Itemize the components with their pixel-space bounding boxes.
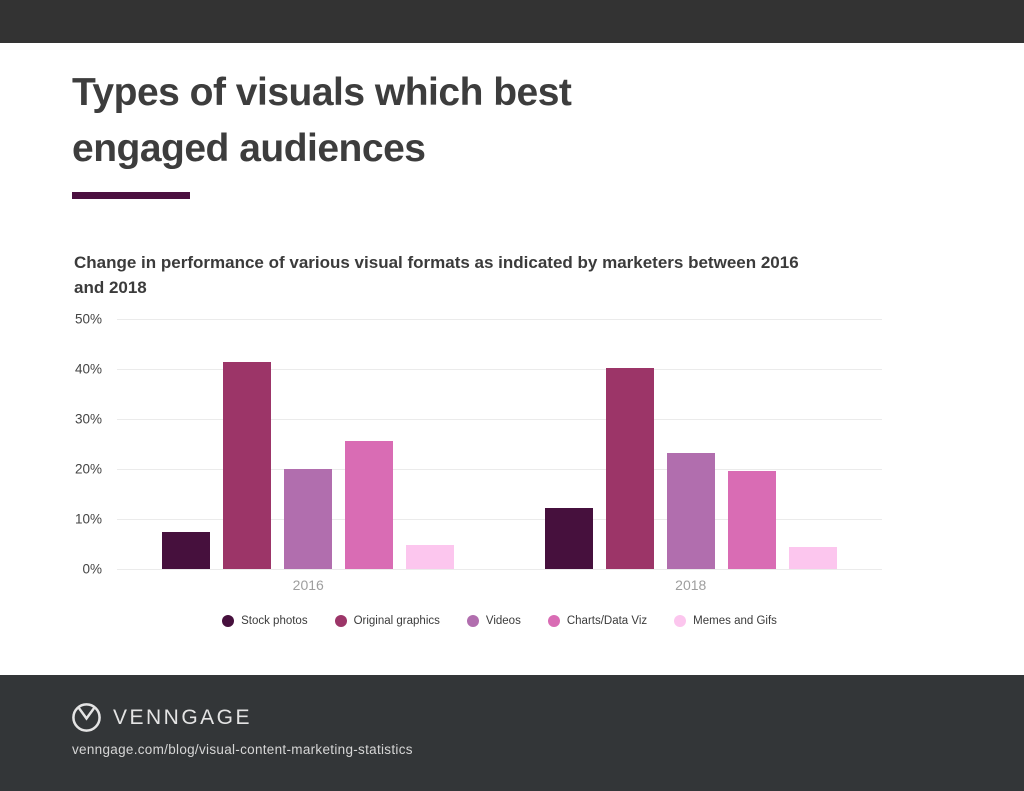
- legend-label: Original graphics: [353, 615, 440, 627]
- page-title-line2: engaged audiences: [72, 127, 426, 170]
- y-tick-label-10: 10%: [74, 511, 102, 527]
- bar-group-2018: [500, 319, 883, 569]
- legend-item-memes-and-gifs: Memes and Gifs: [674, 615, 777, 627]
- bar-memes-and-gifs-2016: [406, 544, 455, 569]
- legend-label: Videos: [485, 615, 521, 627]
- legend-label: Memes and Gifs: [693, 615, 777, 627]
- gridline-40: [117, 369, 882, 370]
- legend-item-videos: Videos: [466, 615, 521, 627]
- legend-label: Stock photos: [241, 615, 308, 627]
- bar-group-2016: [117, 319, 500, 569]
- top-bar: [0, 0, 1024, 43]
- gridline-10: [117, 519, 882, 520]
- bar-stock-photos-2018: [544, 507, 593, 569]
- gridline-50: [117, 319, 882, 320]
- legend-dot-icon: [674, 615, 687, 627]
- gridline-30: [117, 419, 882, 420]
- legend-dot-icon: [466, 615, 479, 627]
- legend-item-stock-photos: Stock photos: [222, 615, 308, 627]
- page-title: Types of visuals which best engaged audie…: [72, 65, 712, 177]
- footer-url: venngage.com/blog/visual-content-marketi…: [72, 742, 413, 757]
- bar-videos-2016: [284, 468, 333, 569]
- legend-label: Charts/Data Viz: [566, 615, 648, 627]
- y-tick-label-20: 20%: [74, 461, 102, 477]
- gridline-20: [117, 469, 882, 470]
- x-axis-labels: 2016 2018: [117, 577, 882, 593]
- y-axis: 0% 10% 20% 30% 40% 50%: [74, 312, 117, 577]
- plot-area: [117, 319, 882, 570]
- brand-row: VENNGAGE: [71, 702, 252, 733]
- chart-subtitle-line2: and 2018: [74, 278, 147, 297]
- title-underline: [72, 192, 190, 199]
- bar-charts-data-viz-2018: [727, 471, 776, 569]
- bar-groups: [117, 319, 882, 569]
- legend-dot-icon: [547, 615, 560, 627]
- bar-chart: 0% 10% 20% 30% 40% 50% 2016 2018 Stock photos O…: [74, 312, 882, 627]
- bar-videos-2018: [666, 453, 715, 569]
- footer: VENNGAGE venngage.com/blog/visual-conten…: [0, 675, 1024, 791]
- legend-dot-icon: [334, 615, 347, 627]
- y-tick-label-0: 0%: [82, 561, 102, 577]
- venngage-circle-v-icon: [71, 702, 102, 733]
- chart-subtitle: Change in performance of various visual …: [74, 250, 894, 300]
- gridline-0: [117, 569, 882, 570]
- page-title-line1: Types of visuals which best: [72, 71, 572, 114]
- bar-original-graphics-2016: [223, 361, 272, 569]
- legend-item-original-graphics: Original graphics: [334, 615, 440, 627]
- legend-item-charts-data-viz: Charts/Data Viz: [547, 615, 648, 627]
- x-axis-label-2018: 2018: [675, 577, 707, 593]
- brand-name: VENNGAGE: [113, 705, 253, 729]
- y-tick-label-50: 50%: [74, 311, 102, 327]
- plot-row: 0% 10% 20% 30% 40% 50%: [74, 312, 882, 577]
- bar-original-graphics-2018: [605, 368, 654, 569]
- bar-memes-and-gifs-2018: [788, 547, 837, 569]
- chart-subtitle-line1: Change in performance of various visual …: [74, 253, 799, 272]
- main-content: Types of visuals which best engaged audie…: [0, 43, 1024, 675]
- y-tick-label-40: 40%: [74, 361, 102, 377]
- legend-dot-icon: [222, 615, 235, 627]
- bar-charts-data-viz-2016: [345, 440, 394, 569]
- bar-stock-photos-2016: [162, 531, 211, 569]
- y-tick-label-30: 30%: [74, 411, 102, 427]
- chart-legend: Stock photos Original graphics Videos Chart…: [117, 615, 882, 627]
- x-axis-label-2016: 2016: [292, 577, 324, 593]
